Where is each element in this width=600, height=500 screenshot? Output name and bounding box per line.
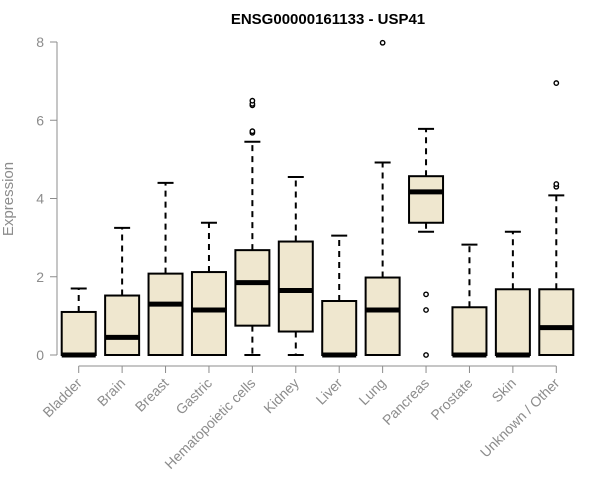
x-tick-label: Breast — [132, 375, 172, 415]
box-unknown-other — [538, 80, 575, 356]
y-tick-label: 0 — [36, 347, 44, 363]
box-prostate — [451, 243, 488, 358]
box-liver — [321, 234, 358, 358]
outlier-point — [423, 291, 429, 298]
iqr-box — [494, 288, 531, 356]
x-tick-label: Bladder — [39, 375, 85, 421]
box-bladder — [60, 287, 97, 358]
iqr-box — [60, 310, 97, 356]
y-tick-label: 2 — [36, 269, 44, 285]
outlier-point — [423, 307, 429, 313]
box-breast — [147, 181, 184, 356]
box-series — [60, 39, 575, 358]
x-tick-label: Brain — [94, 375, 128, 409]
y-tick-label: 4 — [36, 191, 44, 207]
outlier-point — [379, 39, 386, 46]
iqr-box — [147, 272, 184, 356]
x-tick-label: Pancreas — [379, 375, 432, 428]
box-skin — [494, 230, 531, 358]
x-tick-label: Gastric — [172, 375, 215, 418]
chart-title: ENSG00000161133 - USP41 — [231, 11, 425, 28]
box-kidney — [277, 175, 314, 356]
iqr-box — [408, 175, 445, 224]
iqr-box — [104, 294, 141, 356]
box-brain — [104, 226, 141, 356]
x-tick-label: Lung — [355, 375, 388, 408]
x-tick-label: Liver — [313, 375, 346, 408]
box-lung — [364, 39, 401, 356]
x-tick-label: Kidney — [260, 375, 302, 417]
x-tick-label: Skin — [488, 375, 519, 406]
iqr-box — [321, 300, 358, 357]
y-axis-label: Expression — [0, 162, 17, 236]
outlier-point — [423, 352, 429, 358]
box-pancreas — [408, 127, 445, 358]
box-hematopoietic-cells — [234, 97, 271, 356]
iqr-box — [277, 240, 314, 333]
outlier-point — [553, 80, 560, 86]
iqr-box — [538, 288, 575, 356]
box-gastric — [190, 221, 227, 356]
outlier-point — [249, 128, 256, 135]
outlier-point — [249, 97, 256, 104]
y-tick-label: 8 — [36, 34, 44, 50]
iqr-box — [234, 249, 271, 327]
iqr-box — [190, 271, 227, 356]
outlier-point — [553, 181, 560, 187]
x-tick-label: Unknown / Other — [477, 375, 563, 461]
y-tick-label: 6 — [36, 112, 44, 128]
iqr-box — [451, 306, 488, 356]
iqr-box — [364, 276, 401, 356]
x-tick-label: Prostate — [427, 375, 475, 423]
y-axis: 0 2 4 6 8 — [36, 34, 58, 363]
